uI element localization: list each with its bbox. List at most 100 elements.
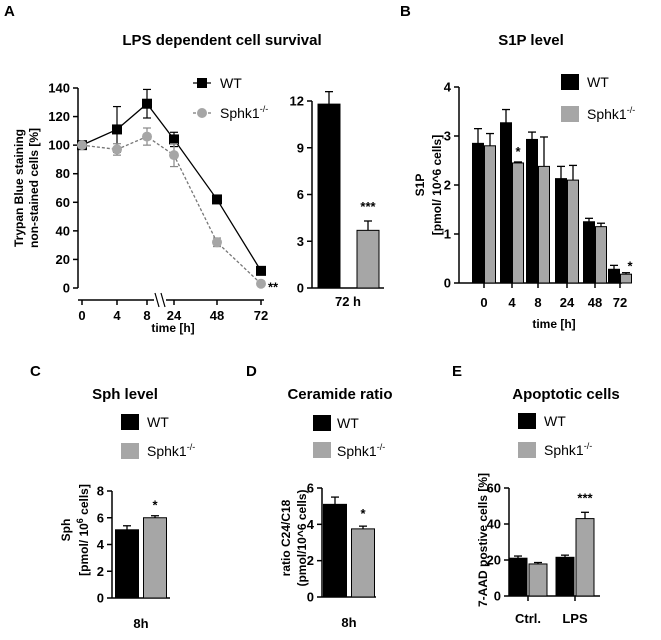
- panel-e-bar-wt: [508, 557, 528, 597]
- panel-a-axis-break: [160, 292, 166, 308]
- legend-ko-name: Sphk1: [587, 106, 627, 122]
- panel-a-point-ko: [256, 278, 266, 289]
- panel-a-y-tick-label: 0: [63, 281, 70, 296]
- panel-c-ylabel-cells: cells]: [77, 484, 91, 518]
- legend-ko-name: Sphk1: [220, 105, 260, 121]
- panel-c-y-tick-label: 4: [97, 537, 105, 552]
- panel-c-marks: *: [115, 498, 167, 599]
- panel-b-bar-wt: [583, 221, 595, 284]
- panel-d-legend: WT Sphk1-/-: [313, 415, 385, 459]
- panel-e-y-tick-label: 40: [487, 517, 501, 532]
- panel-b-x-tick-label: 4: [508, 295, 516, 310]
- legend-wt-swatch: [518, 413, 536, 429]
- panel-e-letter: E: [452, 363, 462, 380]
- panel-a-inset-y-tick-label: 0: [297, 281, 304, 296]
- panel-b-bar-wt: [608, 268, 620, 284]
- panel-a-significance: **: [268, 280, 279, 295]
- legend-ko-label: Sphk1-/-: [220, 104, 268, 121]
- legend-ko-superscript: -/-: [584, 441, 593, 451]
- panel-a-inset-bar-ko: [356, 229, 380, 289]
- panel-b-bar-ko: [567, 179, 579, 284]
- panel-e-title: Apoptotic cells: [512, 386, 620, 403]
- panel-a: A LPS dependent cell survival Trypan Blu…: [4, 3, 384, 335]
- panel-a-x-tick-label: 24: [167, 308, 182, 323]
- panel-d-y-tick-label: 4: [307, 517, 315, 532]
- panel-b: B S1P level S1P [pmol/ 10^6 cells] time …: [400, 3, 635, 331]
- panel-b-bar-ko: [538, 165, 550, 284]
- panel-a-title: LPS dependent cell survival: [122, 32, 321, 49]
- panel-e-axes: 0 20 40 60 Ctrl. LPS: [487, 481, 600, 626]
- panel-a-point-ko: [112, 144, 122, 155]
- panel-d-bar-ko: [351, 528, 375, 598]
- panel-d-y-tick-label: 0: [307, 590, 314, 605]
- panel-a-inset-y-tick-label: 9: [297, 140, 304, 155]
- panel-b-bar-ko: [620, 273, 632, 284]
- panel-d-ylabel-2: (pmol/10^6 cells): [295, 489, 309, 586]
- panel-b-letter: B: [400, 3, 411, 20]
- panel-b-significance: *: [515, 144, 521, 159]
- panel-b-x-tick-label: 72: [613, 295, 627, 310]
- legend-wt-label: WT: [220, 75, 242, 91]
- panel-a-point-wt: [142, 98, 152, 109]
- legend-ko-superscript: -/-: [260, 104, 269, 114]
- panel-b-ylabel-2: [pmol/ 10^6 cells]: [430, 135, 444, 235]
- panel-e-x-tick-label: LPS: [562, 611, 588, 626]
- legend-ko-swatch: [313, 442, 331, 458]
- panel-a-point-ko: [142, 131, 152, 142]
- legend-wt-swatch: [313, 415, 331, 431]
- panel-a-y-tick-label: 80: [56, 166, 70, 181]
- panel-a-legend: WT Sphk1-/-: [193, 75, 268, 121]
- panel-c-ylabel-exp: 6: [75, 518, 85, 523]
- panel-a-letter: A: [4, 3, 15, 20]
- legend-ko-superscript: -/-: [187, 442, 196, 452]
- panel-c-legend: WT Sphk1-/-: [121, 414, 195, 459]
- legend-wt-label: WT: [147, 414, 169, 430]
- legend-wt-label: WT: [544, 413, 566, 429]
- panel-c-title: Sph level: [92, 386, 158, 403]
- panel-a-x-tick-label: 72: [254, 308, 268, 323]
- legend-ko-label: Sphk1-/-: [147, 442, 195, 459]
- panel-c-ylabel-unit: [pmol/ 10: [77, 523, 91, 576]
- panel-e-legend: WT Sphk1-/-: [518, 413, 592, 458]
- panel-a-point-wt: [256, 265, 266, 276]
- panel-a-x-tick-label: 48: [210, 308, 224, 323]
- panel-d-y-tick-label: 2: [307, 553, 314, 568]
- panel-a-point-ko: [212, 237, 222, 248]
- legend-wt-swatch: [561, 74, 579, 90]
- panel-d-y-tick-label: 6: [307, 481, 314, 496]
- legend-ko-superscript: -/-: [377, 442, 386, 452]
- panel-c-y-tick-label: 6: [97, 510, 104, 525]
- panel-a-y-tick-label: 120: [48, 109, 70, 124]
- panel-a-x-tick-label: 0: [78, 308, 85, 323]
- panel-b-legend: WT Sphk1-/-: [561, 74, 635, 122]
- panel-a-point-ko: [169, 150, 179, 161]
- panel-d: D Ceramide ratio ratio C24/C18 (pmol/10^…: [246, 363, 393, 630]
- panel-d-title: Ceramide ratio: [287, 386, 392, 403]
- panel-e-significance: ***: [577, 490, 593, 505]
- panel-b-bar-wt: [472, 142, 484, 284]
- panel-c-significance: *: [152, 498, 158, 513]
- panel-d-letter: D: [246, 363, 257, 380]
- panel-c-y-tick-label: 0: [97, 591, 104, 606]
- panel-c: C Sph level Sph [pmol/ 106 cells] WT Sph…: [30, 363, 195, 631]
- panel-a-inset-y-tick-label: 6: [297, 187, 304, 202]
- panel-e-bar-ko: [575, 518, 595, 597]
- panel-b-y-tick-label: 3: [444, 129, 451, 144]
- legend-ko-swatch: [121, 443, 139, 459]
- panel-b-bar-wt: [526, 138, 538, 284]
- legend-ko-swatch: [561, 106, 579, 122]
- panel-a-ylabel-2: non-stained cells [%]: [27, 128, 41, 248]
- panel-c-ylabel-1: Sph: [59, 519, 73, 542]
- panel-b-xlabel: time [h]: [532, 317, 575, 331]
- panel-a-inset-significance: ***: [360, 199, 376, 214]
- panel-a-inset-y-tick-label: 12: [290, 94, 304, 109]
- panel-a-y-tick-label: 60: [56, 195, 70, 210]
- panel-e: E Apoptotic cells 7-AAD postive cells [%…: [452, 363, 620, 626]
- panel-a-y-tick-label: 20: [56, 252, 70, 267]
- panel-b-x-tick-label: 24: [560, 295, 575, 310]
- legend-wt-swatch: [121, 414, 139, 430]
- panel-a-x-tick-label: 8: [143, 308, 150, 323]
- panel-a-series-line-ko: [81, 135, 262, 285]
- panel-b-x-tick-label: 48: [588, 295, 602, 310]
